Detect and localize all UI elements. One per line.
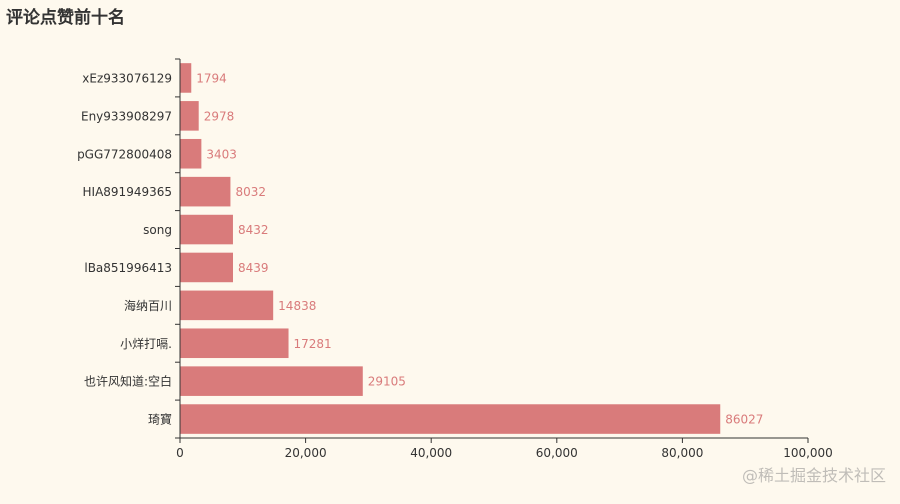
bar-value-label: 17281	[294, 337, 332, 351]
x-tick-label: 20,000	[285, 446, 327, 460]
bar-value-label: 8439	[238, 261, 269, 275]
bar	[180, 101, 199, 131]
bar	[180, 63, 192, 93]
y-tick-label: 琦寶	[148, 412, 172, 427]
bar	[180, 176, 231, 207]
bar-value-label: 1794	[196, 71, 227, 85]
x-tick-label: 60,000	[536, 446, 578, 460]
y-tick-label: Eny933908297	[81, 109, 172, 123]
y-tick-label: song	[143, 223, 172, 237]
y-tick-label: 海纳百川	[124, 298, 172, 313]
y-tick-label: 小烊打嗝.	[120, 337, 172, 351]
y-tick-label: pGG772800408	[77, 147, 172, 161]
bar-value-label: 8432	[238, 223, 269, 237]
bar-value-label: 2978	[204, 109, 235, 123]
bar	[180, 290, 274, 321]
bar-value-label: 14838	[278, 299, 316, 313]
y-tick-label: lBa851996413	[84, 261, 172, 275]
y-tick-label: HIA891949365	[83, 185, 172, 199]
bar	[180, 138, 202, 169]
x-tick-label: 40,000	[410, 446, 452, 460]
bar-value-label: 3403	[206, 147, 237, 161]
bar-value-label: 8032	[235, 185, 266, 199]
bar	[180, 252, 233, 283]
x-tick-label: 0	[176, 446, 184, 460]
x-tick-label: 100,000	[783, 446, 833, 460]
bar	[180, 366, 363, 396]
watermark: @稀土掘金技术社区	[741, 466, 886, 485]
x-tick-label: 80,000	[661, 446, 703, 460]
y-tick-label: 也许风知道:空白	[84, 374, 172, 389]
bar-value-label: 86027	[725, 413, 763, 427]
chart-title: 评论点赞前十名	[6, 8, 125, 28]
y-tick-label: xEz933076129	[82, 71, 172, 85]
bar	[180, 328, 289, 359]
bar	[180, 214, 233, 245]
bar	[180, 404, 721, 434]
bar-value-label: 29105	[368, 375, 406, 389]
